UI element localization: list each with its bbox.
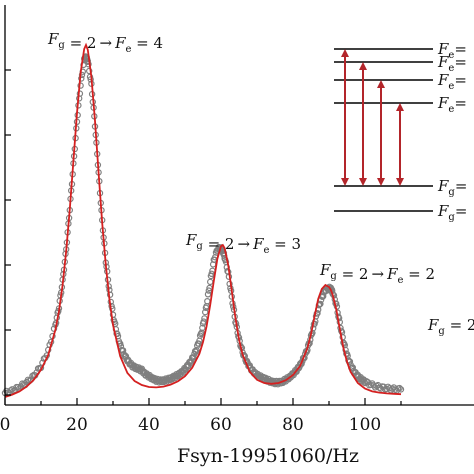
edge-peak-label: Fg = 2 xyxy=(427,316,474,337)
subscript: g xyxy=(438,326,445,337)
subscript: e xyxy=(448,81,454,92)
label-part: F xyxy=(427,316,439,334)
label-part: F xyxy=(252,235,264,253)
data-point xyxy=(195,340,202,347)
label-part: = 2 xyxy=(403,265,435,283)
x-tick-label: 40 xyxy=(138,415,160,435)
label-part: F xyxy=(185,231,197,249)
subscript: e xyxy=(448,50,454,61)
peak-label-2: Fg = 2 → Fe = 3 xyxy=(185,231,301,256)
data-point xyxy=(199,324,206,332)
label-arrow: → xyxy=(237,235,250,253)
label-part: F xyxy=(386,265,398,283)
subscript: e xyxy=(125,44,131,55)
label-part: = xyxy=(454,40,467,58)
data-point xyxy=(205,287,212,294)
label-part: = xyxy=(454,71,467,89)
data-point xyxy=(119,347,127,354)
subscript: e xyxy=(397,275,403,286)
data-point xyxy=(84,57,92,65)
label-arrow: → xyxy=(99,34,112,52)
peak-label-3: Fg = 2 → Fe = 2 xyxy=(319,261,435,286)
plot-layer xyxy=(1,42,405,398)
subscript: g xyxy=(58,40,65,51)
label-part: F xyxy=(437,40,449,58)
data-point xyxy=(193,346,200,354)
label-part: = xyxy=(454,94,467,112)
peak-label-1: Fg = 2 → Fe = 4 xyxy=(47,30,163,55)
axes: 0 20 40 60 80 100 xyxy=(0,5,474,435)
label-part: F xyxy=(437,94,449,112)
data-point xyxy=(78,75,85,82)
label-part: F xyxy=(47,30,59,48)
data-point xyxy=(14,383,22,391)
subscript: e xyxy=(263,245,269,256)
fit-line-series xyxy=(4,42,402,398)
subscript: g xyxy=(330,271,337,282)
subscript: e xyxy=(448,104,454,115)
data-point xyxy=(201,308,209,316)
x-tick-label: 100 xyxy=(349,415,381,435)
data-point xyxy=(76,90,84,97)
energy-level-label: Fg= xyxy=(437,202,467,223)
label-part: = xyxy=(454,53,467,71)
x-tick-label: 20 xyxy=(66,415,88,435)
label-part: F xyxy=(437,202,449,220)
label-part: F xyxy=(114,34,126,52)
energy-level-label: Fe= xyxy=(437,94,467,115)
data-point xyxy=(397,386,405,393)
energy-level-label: Fe= xyxy=(437,71,467,92)
data-point xyxy=(78,71,86,79)
label-part: = 2 xyxy=(65,34,97,52)
data-point xyxy=(50,325,58,332)
energy-level-label: Fe= xyxy=(437,53,467,74)
subscript: g xyxy=(448,212,455,223)
data-point xyxy=(396,384,403,392)
energy-level-label: Fg= xyxy=(437,177,467,198)
data-point xyxy=(342,346,349,354)
subscript: e xyxy=(448,63,454,74)
energy-level-inset: Fe=Fe=Fe=Fe=Fg=Fg= xyxy=(334,40,467,223)
data-point xyxy=(204,298,211,305)
data-point xyxy=(206,278,214,286)
label-part: = xyxy=(455,177,468,195)
peak-annotations: Fg = 2 → Fe = 4Fg = 2 → Fe = 3Fg = 2 → Fe = 2F… xyxy=(47,30,474,337)
data-point xyxy=(201,315,208,322)
x-tick-label: 60 xyxy=(210,415,232,435)
data-point xyxy=(204,291,212,298)
label-part: = xyxy=(455,202,468,220)
data-point xyxy=(85,67,93,75)
data-point xyxy=(109,305,116,312)
label-part: F xyxy=(319,261,331,279)
label-arrow: → xyxy=(371,265,384,283)
x-tick-label: 80 xyxy=(282,415,304,435)
energy-level-label: Fe= xyxy=(437,40,467,61)
label-part: = 2 xyxy=(203,235,235,253)
data-point xyxy=(190,354,197,361)
label-part: = 2 xyxy=(445,316,474,334)
subscript: g xyxy=(448,187,455,198)
data-point xyxy=(200,318,207,325)
label-part: = 2 xyxy=(337,265,369,283)
label-part: = 3 xyxy=(269,235,301,253)
label-part: = 4 xyxy=(131,34,163,52)
label-part: F xyxy=(437,71,449,89)
x-axis-label: Fsyn-19951060/Hz xyxy=(177,445,359,467)
x-tick-label: 0 xyxy=(0,415,10,435)
subscript: g xyxy=(196,241,203,252)
label-part: F xyxy=(437,53,449,71)
label-part: F xyxy=(437,177,449,195)
